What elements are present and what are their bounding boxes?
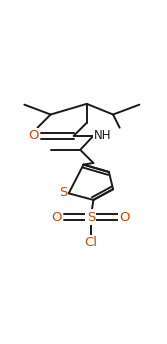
- Text: S: S: [59, 186, 67, 199]
- Text: O: O: [52, 211, 62, 224]
- Text: O: O: [120, 211, 130, 224]
- Text: S: S: [87, 211, 95, 224]
- Text: O: O: [29, 129, 39, 142]
- Text: NH: NH: [94, 129, 112, 142]
- Text: Cl: Cl: [84, 236, 97, 249]
